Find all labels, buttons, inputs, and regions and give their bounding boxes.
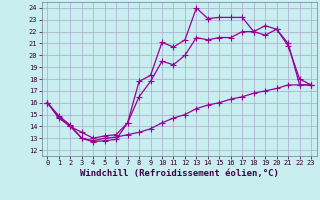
X-axis label: Windchill (Refroidissement éolien,°C): Windchill (Refroidissement éolien,°C) (80, 169, 279, 178)
